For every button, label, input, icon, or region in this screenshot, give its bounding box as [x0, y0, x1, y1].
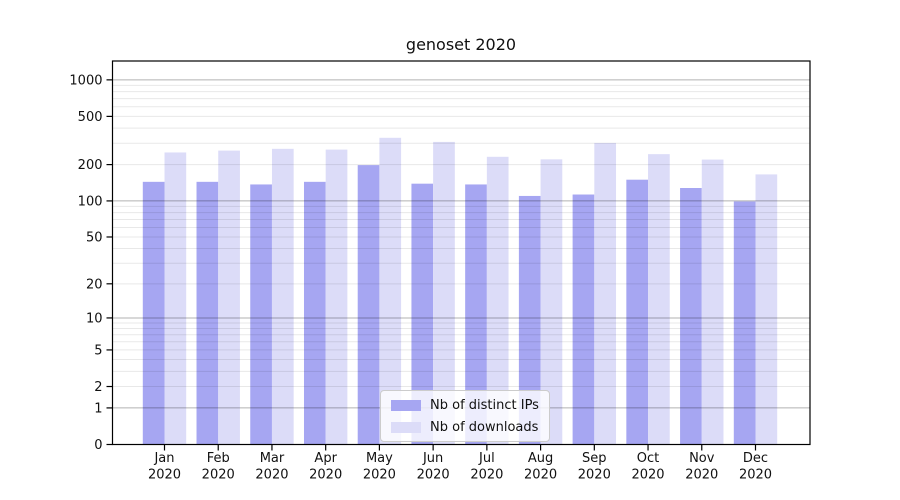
x-tick-label: Aug 2020: [524, 451, 557, 483]
x-tick-label: Sep 2020: [578, 451, 611, 483]
bar-downloads-sep: [594, 142, 617, 445]
y-tick-label: 10: [86, 311, 103, 326]
y-tick-label: 2: [94, 380, 102, 395]
y-tick-label: 20: [86, 277, 103, 292]
bar-downloads-jan: [164, 152, 187, 445]
y-tick-label: 1: [94, 401, 102, 416]
x-tick-label: Apr 2020: [309, 451, 342, 483]
bar-distinct-ips-feb: [196, 181, 219, 445]
bar-downloads-oct: [648, 154, 670, 445]
y-tick-label: 500: [78, 110, 103, 125]
y-tick-label: 50: [86, 230, 103, 245]
x-tick-label: Jul 2020: [470, 451, 503, 483]
y-tick-label: 5: [94, 343, 102, 358]
bar-downloads-dec: [755, 174, 778, 445]
legend-label: Nb of distinct IPs: [430, 397, 539, 413]
bar-distinct-ips-dec: [733, 201, 756, 445]
bar-distinct-ips-jun: [411, 183, 434, 445]
x-tick-label: Mar 2020: [255, 451, 288, 483]
x-tick-label: Oct 2020: [631, 451, 664, 483]
bar-distinct-ips-nov: [680, 188, 702, 445]
bar-downloads-nov: [701, 159, 724, 445]
x-tick-label: Jan 2020: [148, 451, 181, 483]
legend-item-distinct-ips: Nb of distinct IPs: [391, 396, 539, 414]
legend-label: Nb of downloads: [430, 419, 539, 435]
y-tick-label: 1000: [69, 73, 102, 88]
bar-distinct-ips-aug: [518, 195, 541, 445]
y-tick-label: 200: [78, 158, 103, 173]
bar-distinct-ips-sep: [572, 194, 595, 445]
bar-downloads-mar: [271, 148, 294, 445]
axes-spines: [111, 60, 811, 446]
bar-downloads-aug: [540, 159, 563, 445]
bar-downloads-may: [379, 137, 402, 445]
bar-downloads-apr: [325, 149, 348, 445]
x-tick-label: Dec 2020: [739, 451, 772, 483]
bar-downloads-jun: [433, 141, 455, 445]
bar-distinct-ips-jul: [465, 184, 487, 445]
bar-downloads-feb: [218, 150, 240, 445]
legend-item-downloads: Nb of downloads: [391, 418, 539, 436]
bar-distinct-ips-may: [357, 165, 380, 445]
x-tick-label: Nov 2020: [685, 451, 718, 483]
bar-downloads-jul: [486, 156, 509, 445]
bar-distinct-ips-oct: [626, 179, 649, 445]
x-tick-label: Jun 2020: [417, 451, 450, 483]
bar-distinct-ips-apr: [303, 181, 326, 445]
legend-swatch-icon: [391, 421, 421, 433]
x-tick-label: Feb 2020: [202, 451, 235, 483]
bar-distinct-ips-mar: [250, 184, 272, 445]
y-tick-label: 0: [94, 438, 102, 453]
chart-title: genoset 2020: [405, 35, 517, 54]
legend-swatch-icon: [391, 399, 421, 411]
y-tick-label: 100: [78, 194, 103, 209]
x-tick-label: May 2020: [363, 451, 396, 483]
bar-distinct-ips-jan: [142, 181, 165, 445]
legend: Nb of distinct IPs Nb of downloads: [380, 390, 550, 442]
